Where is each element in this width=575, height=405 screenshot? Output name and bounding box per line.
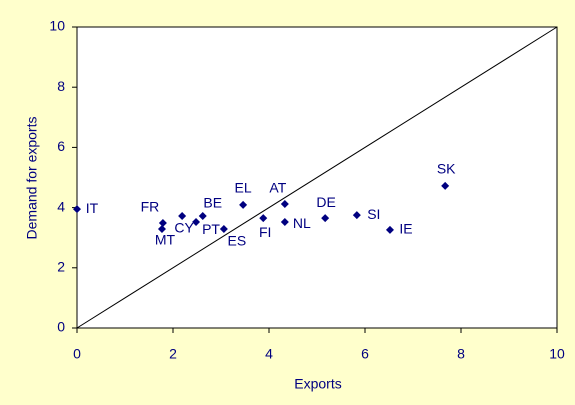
y-tick-label: 2 xyxy=(57,259,65,275)
diagonal-line xyxy=(76,26,558,329)
point-label: IT xyxy=(86,200,99,216)
point xyxy=(73,205,81,214)
point xyxy=(352,211,361,220)
point-label: FI xyxy=(259,224,271,240)
point-label: SI xyxy=(367,206,380,222)
point xyxy=(385,225,394,234)
point-label: FR xyxy=(141,199,160,215)
y-tick-label: 8 xyxy=(57,78,65,94)
y-tick-label: 4 xyxy=(57,198,65,214)
x-axis-label: Exports xyxy=(294,376,341,392)
point-label: EL xyxy=(235,180,252,196)
point-label: PT xyxy=(202,221,220,237)
point-label: DE xyxy=(316,194,335,210)
point xyxy=(441,181,450,190)
x-tick-label: 8 xyxy=(457,346,465,362)
x-tick-label: 6 xyxy=(361,346,369,362)
point xyxy=(198,212,207,221)
point xyxy=(158,218,167,227)
point-label: CY xyxy=(174,220,194,236)
point-label: SK xyxy=(437,161,456,177)
point xyxy=(192,218,201,227)
point xyxy=(280,199,289,208)
point xyxy=(280,218,289,227)
x-tick-label: 2 xyxy=(169,346,177,362)
x-tick-label: 4 xyxy=(265,346,273,362)
y-axis-label: Demand for exports xyxy=(24,117,40,240)
point xyxy=(321,214,330,223)
point-label: NL xyxy=(293,215,311,231)
point xyxy=(219,224,228,233)
point xyxy=(157,224,166,233)
point-label: BE xyxy=(203,195,222,211)
point-label: ES xyxy=(228,233,247,249)
point xyxy=(178,212,187,221)
point-label: IE xyxy=(399,221,412,237)
x-tick-label: 0 xyxy=(73,346,81,362)
y-tick-label: 10 xyxy=(49,18,65,34)
point-label: AT xyxy=(269,180,286,196)
y-tick-label: 6 xyxy=(57,138,65,154)
point xyxy=(239,200,248,209)
x-tick-label: 10 xyxy=(549,346,565,362)
point xyxy=(259,214,268,223)
point-label: MT xyxy=(155,232,176,248)
y-tick-label: 0 xyxy=(57,319,65,335)
